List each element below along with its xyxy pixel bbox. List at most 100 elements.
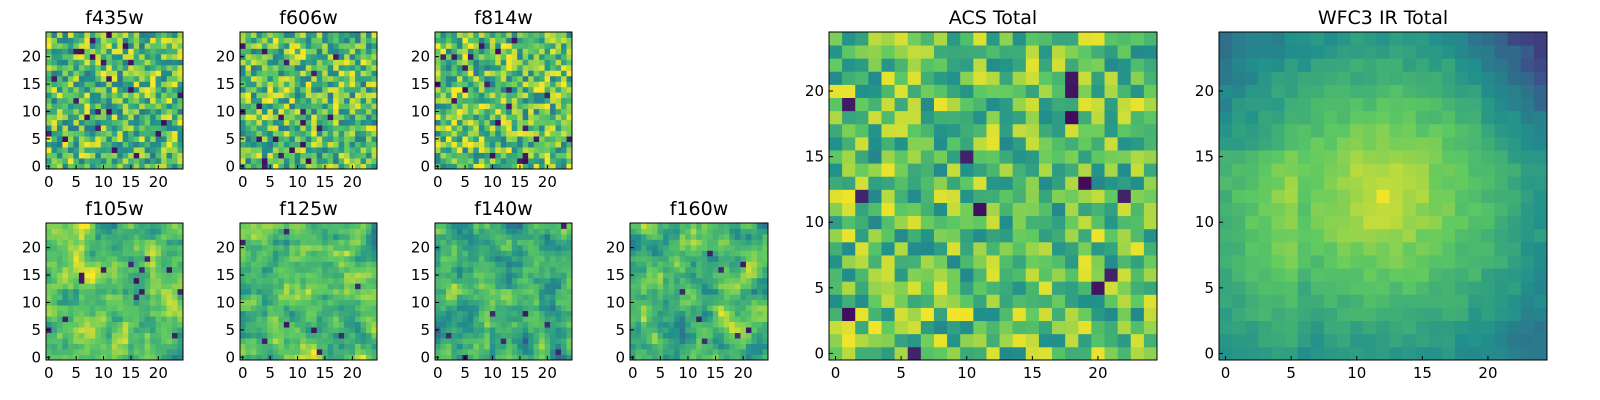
heatmap-cell [106, 53, 113, 60]
heatmap-cell [261, 244, 268, 251]
heatmap-cell [177, 59, 184, 66]
heatmap-cell [894, 228, 909, 243]
heatmap-cell [349, 233, 356, 240]
heatmap-cell [289, 272, 296, 279]
heatmap-cell [300, 108, 307, 115]
heatmap-cell [555, 141, 562, 148]
heatmap-cell [144, 354, 151, 361]
heatmap-cell [445, 59, 452, 66]
heatmap-cell [566, 152, 573, 159]
heatmap-cell [267, 70, 274, 77]
heatmap-cell [1130, 346, 1145, 361]
heatmap-cell [95, 299, 102, 306]
heatmap-cell [355, 250, 361, 257]
heatmap-cell [539, 53, 545, 60]
heatmap-cell [561, 97, 567, 104]
heatmap-cell [150, 354, 156, 361]
heatmap-cell [522, 277, 529, 284]
heatmap-cell [751, 255, 758, 262]
heatmap-cell [117, 163, 124, 170]
heatmap-cell [172, 316, 178, 323]
heatmap-cell [707, 272, 714, 279]
heatmap-cell [462, 310, 469, 317]
heatmap-cell [349, 70, 356, 77]
heatmap-cell [155, 147, 162, 153]
heatmap-cell [95, 125, 102, 132]
heatmap-cell [751, 239, 758, 246]
heatmap-cell [261, 163, 268, 170]
heatmap-cell [495, 32, 502, 38]
heatmap-cell [561, 299, 567, 306]
heatmap-cell [289, 332, 296, 339]
heatmap-cell [51, 136, 58, 142]
heatmap-cell [435, 103, 441, 110]
heatmap-cell [240, 316, 246, 323]
heatmap-cell [484, 136, 491, 142]
heatmap-cell [311, 354, 318, 361]
heatmap-cell [155, 37, 162, 44]
heatmap-cell [56, 48, 63, 55]
heatmap-cell [500, 136, 507, 142]
heatmap-cell [250, 114, 257, 121]
heatmap-cell [947, 189, 961, 203]
heatmap-cell [294, 316, 301, 323]
heatmap-cell [561, 288, 567, 295]
heatmap-cell [544, 239, 551, 246]
heatmap-cell [139, 92, 146, 99]
heatmap-cell [451, 228, 458, 235]
heatmap-cell [128, 119, 135, 126]
heatmap-cell [261, 37, 268, 44]
heatmap-cell [261, 103, 268, 110]
heatmap-cell [349, 266, 356, 273]
heatmap-cell [261, 130, 268, 137]
heatmap-cell [344, 125, 350, 132]
heatmap-cell [522, 141, 529, 148]
heatmap-cell [445, 288, 452, 295]
heatmap-cell [696, 305, 703, 312]
heatmap-cell [986, 215, 1000, 230]
heatmap-cell [261, 59, 268, 66]
heatmap-cell [646, 332, 653, 339]
heatmap-cell [440, 81, 447, 88]
heatmap-cell [73, 288, 80, 295]
heatmap-cell [267, 141, 274, 148]
heatmap-cell [150, 32, 156, 38]
heatmap-cell [294, 147, 301, 153]
heatmap-cell [133, 288, 140, 295]
heatmap-cell [278, 158, 285, 164]
heatmap-cell [729, 266, 736, 273]
heatmap-cell [500, 261, 507, 268]
heatmap-cell [555, 136, 562, 142]
heatmap-cell [117, 97, 124, 104]
heatmap-cell [89, 136, 96, 142]
heatmap-cell [278, 294, 285, 301]
heatmap-cell [161, 255, 167, 262]
heatmap-cell [172, 59, 178, 66]
heatmap-cell [256, 141, 263, 148]
heatmap-cell [740, 338, 747, 344]
heatmap-cell [489, 42, 496, 49]
heatmap-cell [166, 288, 173, 295]
heatmap-cell [344, 250, 350, 257]
heatmap-cell [445, 152, 452, 159]
heatmap-cell [283, 147, 290, 153]
heatmap-cell [283, 223, 290, 229]
heatmap-cell [122, 42, 129, 49]
heatmap-cell [440, 108, 447, 115]
heatmap-cell [657, 332, 664, 339]
heatmap-cell [657, 327, 664, 333]
heatmap-cell [289, 228, 296, 235]
heatmap-cell [322, 119, 329, 126]
heatmap-cell [267, 294, 274, 301]
heatmap-cell [294, 338, 301, 344]
heatmap-cell [46, 288, 52, 295]
heatmap-cell [500, 59, 507, 66]
y-tick-label: 15 [411, 266, 430, 284]
heatmap-cell [635, 277, 642, 284]
heatmap-cell [51, 119, 58, 126]
heatmap-cell [245, 349, 252, 355]
heatmap-cell [95, 163, 102, 170]
heatmap-cell [289, 136, 296, 142]
heatmap-cell [701, 288, 708, 295]
